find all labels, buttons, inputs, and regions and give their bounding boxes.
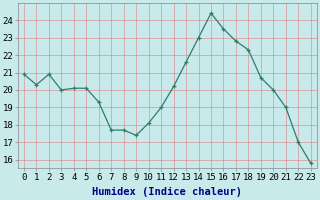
X-axis label: Humidex (Indice chaleur): Humidex (Indice chaleur): [92, 187, 242, 197]
